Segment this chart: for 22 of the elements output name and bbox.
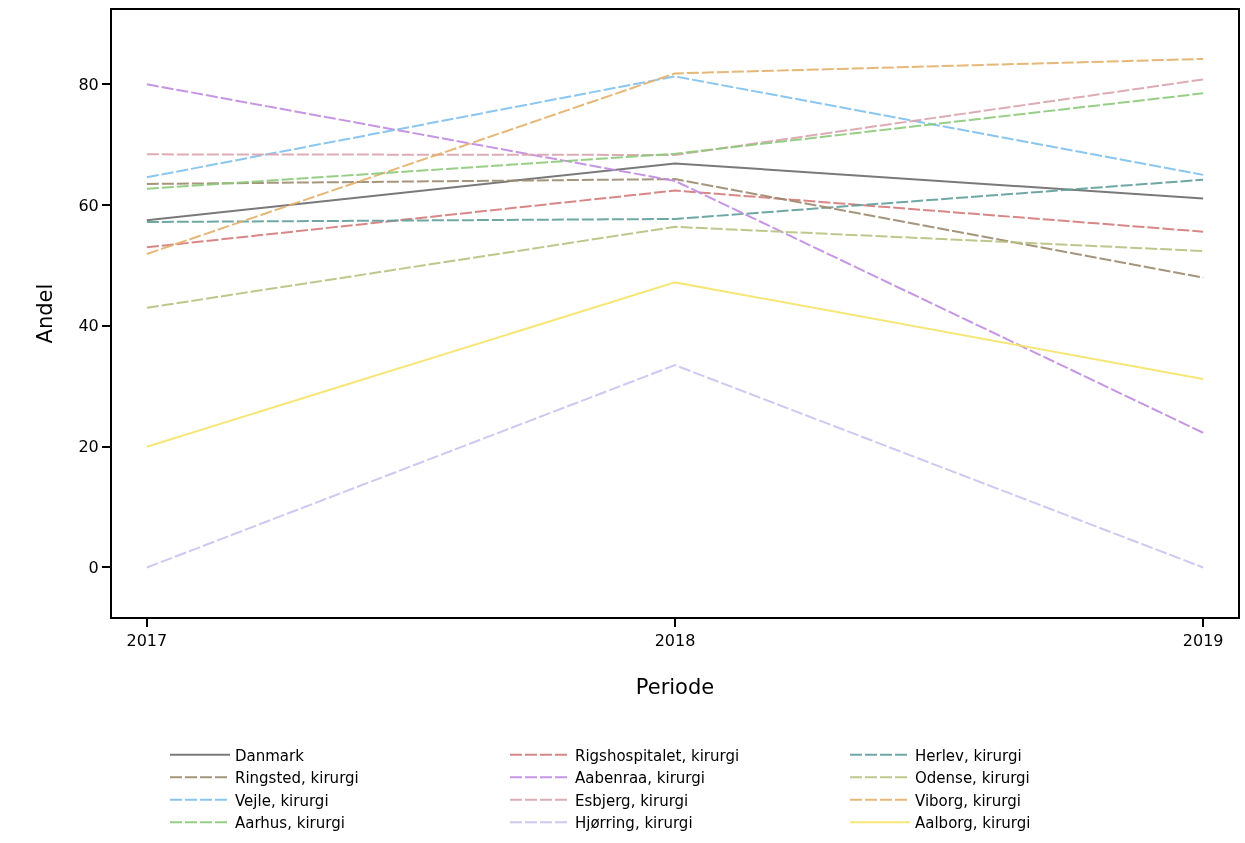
x-axis-title: Periode [635,674,715,699]
y-tick-label: 60 [78,195,99,215]
y-tick-label: 40 [78,316,99,336]
x-tick-label: 2018 [654,631,696,651]
y-tick-label: 0 [88,558,99,578]
x-tick-label: 2019 [1182,631,1224,651]
legend-label: Danmark [235,746,305,765]
legend-label: Aarhus, kirurgi [235,814,345,832]
y-tick-label: 20 [78,437,99,457]
legend-label: Ringsted, kirurgi [235,769,359,787]
y-tick-label: 80 [78,74,99,94]
x-tick-label: 2017 [126,631,168,651]
legend-label: Esbjerg, kirurgi [575,791,689,810]
legend-label: Aalborg, kirurgi [915,814,1031,832]
legend-label: Viborg, kirurgi [915,791,1021,810]
legend-label: Odense, kirurgi [915,769,1030,787]
legend-label: Herlev, kirurgi [915,746,1022,765]
legend-label: Vejle, kirurgi [235,791,329,810]
legend-label: Rigshospitalet, kirurgi [575,746,740,765]
y-axis-title: Andel [33,283,58,344]
legend-label: Hjørring, kirurgi [575,814,693,832]
legend-label: Aabenraa, kirurgi [575,769,705,787]
